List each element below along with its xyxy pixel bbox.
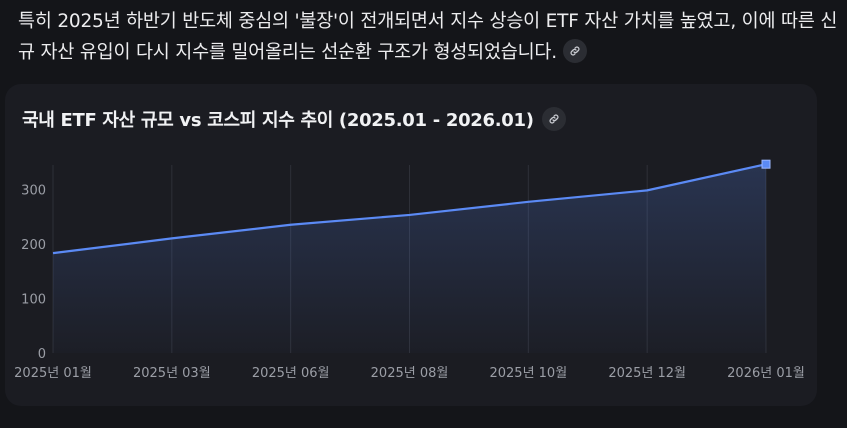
x-tick-label: 2025년 01월 <box>14 366 92 381</box>
paragraph-text: 특히 2025년 하반기 반도체 중심의 '불장'이 전개되면서 지수 상승이 … <box>18 11 838 63</box>
x-tick-label: 2025년 10월 <box>489 366 567 381</box>
x-tick-label: 2025년 03월 <box>133 366 211 381</box>
line-chart: 2025년 01월 2025년 03월 2025년 06월 2025년 08월 2025… <box>14 159 805 381</box>
y-tick-label: 0 <box>38 347 46 362</box>
y-tick-label: 100 <box>21 292 46 307</box>
last-point-marker <box>761 159 771 169</box>
x-tick-label: 2025년 06월 <box>252 366 330 381</box>
x-tick-label: 2026년 01월 <box>727 366 805 381</box>
y-tick-label: 200 <box>21 238 46 253</box>
link-icon[interactable] <box>541 107 566 131</box>
chart-header: 국내 ETF 자산 규모 vs 코스피 지수 추이 (2025.01 - 202… <box>22 104 566 134</box>
area-fill <box>53 164 766 353</box>
chart-card: 국내 ETF 자산 규모 vs 코스피 지수 추이 (2025.01 - 202… <box>5 84 817 406</box>
y-tick-label: 300 <box>21 183 46 198</box>
chart-title: 국내 ETF 자산 규모 vs 코스피 지수 추이 (2025.01 - 202… <box>22 110 534 131</box>
x-tick-label: 2025년 08월 <box>371 366 449 381</box>
body-paragraph: 특히 2025년 하반기 반도체 중심의 '불장'이 전개되면서 지수 상승이 … <box>18 6 838 68</box>
series-line <box>52 163 767 255</box>
link-icon[interactable] <box>562 39 587 63</box>
x-tick-label: 2025년 12월 <box>608 366 686 381</box>
